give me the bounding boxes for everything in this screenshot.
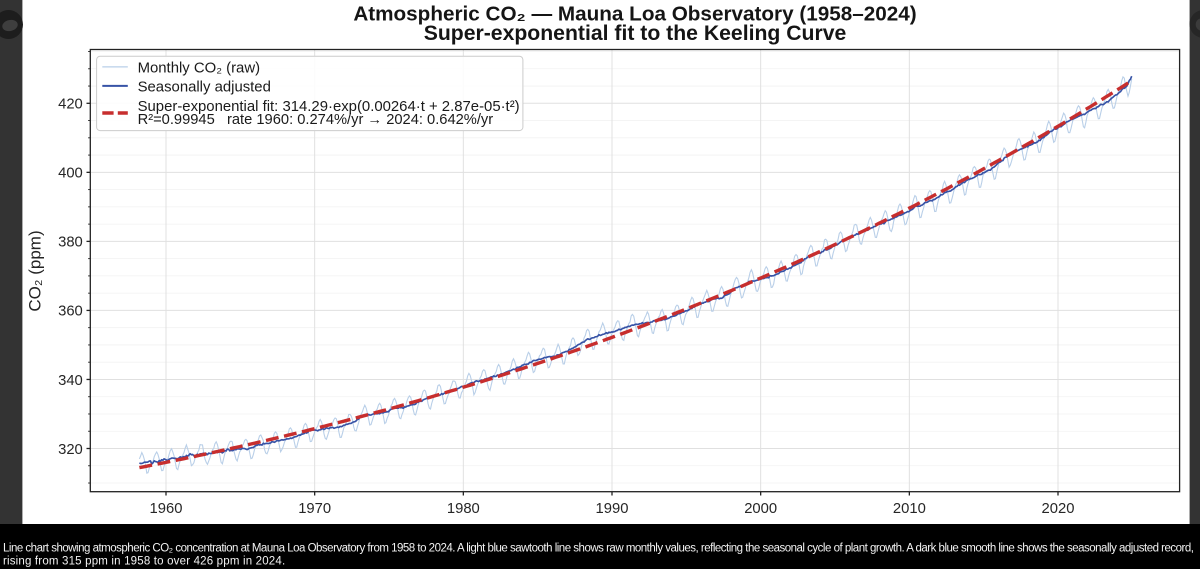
svg-text:Super-exponential fit: 314.29·: Super-exponential fit: 314.29·exp(0.0026… <box>138 99 520 115</box>
svg-text:2020: 2020 <box>1042 501 1075 517</box>
svg-text:CO₂ (ppm): CO₂ (ppm) <box>25 230 44 311</box>
svg-text:380: 380 <box>58 235 83 251</box>
svg-text:420: 420 <box>58 97 83 113</box>
svg-text:Super-exponential fit to the K: Super-exponential fit to the Keeling Cur… <box>424 22 847 45</box>
svg-text:Line chart showing atmospheric: Line chart showing atmospheric CO₂ conce… <box>3 543 1194 555</box>
svg-text:Monthly CO₂ (raw): Monthly CO₂ (raw) <box>138 61 260 77</box>
svg-text:2010: 2010 <box>893 501 926 517</box>
svg-text:1960: 1960 <box>150 501 183 517</box>
svg-text:Atmospheric CO₂ — Mauna Loa Ob: Atmospheric CO₂ — Mauna Loa Observatory … <box>353 3 916 26</box>
svg-text:400: 400 <box>58 166 83 182</box>
svg-text:rising from 315 ppm in 1958 to: rising from 315 ppm in 1958 to over 426 … <box>3 555 285 567</box>
svg-text:360: 360 <box>58 304 83 320</box>
svg-text:2000: 2000 <box>744 501 777 517</box>
svg-text:1980: 1980 <box>447 501 480 517</box>
svg-text:Seasonally adjusted: Seasonally adjusted <box>138 80 271 96</box>
svg-text:1970: 1970 <box>298 501 331 517</box>
svg-text:1990: 1990 <box>596 501 629 517</box>
svg-text:320: 320 <box>58 442 83 458</box>
svg-text:340: 340 <box>58 373 83 389</box>
svg-text:R²=0.99945 rate 1960: 0.274%: R²=0.99945 rate 1960: 0.274%/yr → 2024: … <box>138 112 494 128</box>
